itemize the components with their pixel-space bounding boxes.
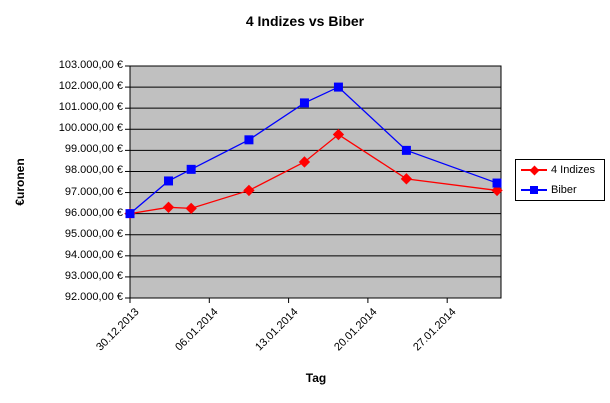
legend-label: Biber bbox=[551, 183, 577, 196]
y-axis-tick-label: 97.000,00 € bbox=[64, 185, 123, 198]
data-point-square[interactable] bbox=[299, 98, 309, 108]
plot-background[interactable] bbox=[130, 66, 501, 298]
data-point-diamond[interactable] bbox=[185, 202, 197, 215]
diamond-marker-icon bbox=[529, 165, 540, 176]
legend-item-4-indizes[interactable]: 4 Indizes bbox=[516, 160, 604, 180]
data-point-diamond[interactable] bbox=[298, 156, 311, 168]
square-marker-icon bbox=[530, 186, 538, 194]
legend-item-biber[interactable]: Biber bbox=[516, 180, 604, 200]
data-point-diamond[interactable] bbox=[243, 184, 255, 197]
data-point-square[interactable] bbox=[164, 176, 174, 186]
y-axis-tick-label: 103.000,00 € bbox=[58, 59, 123, 71]
y-axis-tick-label: 101.000,00 € bbox=[58, 101, 123, 114]
legend-label: 4 Indizes bbox=[551, 163, 596, 176]
data-point-square[interactable] bbox=[492, 178, 502, 188]
data-point-square[interactable] bbox=[186, 164, 196, 174]
y-axis-tick-label: 100.000,00 € bbox=[58, 122, 123, 135]
data-point-square[interactable] bbox=[333, 82, 343, 92]
y-axis-tick-label: 98.000,00 € bbox=[64, 164, 123, 177]
y-axis-tick-label: 92.000,00 € bbox=[64, 291, 123, 303]
data-point-diamond[interactable] bbox=[162, 201, 175, 213]
data-point-diamond[interactable] bbox=[400, 173, 413, 185]
data-point-square[interactable] bbox=[401, 145, 411, 155]
y-axis-tick-label: 94.000,00 € bbox=[64, 248, 123, 261]
legend-sample bbox=[521, 184, 547, 196]
chart-title: 4 Indizes vs Biber bbox=[245, 13, 365, 29]
y-axis-tick-label: 93.000,00 € bbox=[64, 269, 123, 282]
data-point-square[interactable] bbox=[244, 135, 254, 145]
data-point-diamond[interactable] bbox=[332, 128, 345, 141]
y-axis-tick-label: 102.000,00 € bbox=[58, 80, 123, 93]
data-point-square[interactable] bbox=[125, 209, 135, 219]
legend[interactable]: 4 Indizes Biber bbox=[515, 159, 605, 201]
y-axis-tick-label: 96.000,00 € bbox=[64, 206, 123, 219]
y-axis-tick-label: 99.000,00 € bbox=[64, 143, 123, 156]
legend-sample bbox=[521, 164, 547, 176]
y-axis-tick-label: 95.000,00 € bbox=[64, 227, 123, 240]
data-point-diamond[interactable] bbox=[491, 184, 503, 197]
x-axis-title: Tag bbox=[305, 371, 327, 385]
